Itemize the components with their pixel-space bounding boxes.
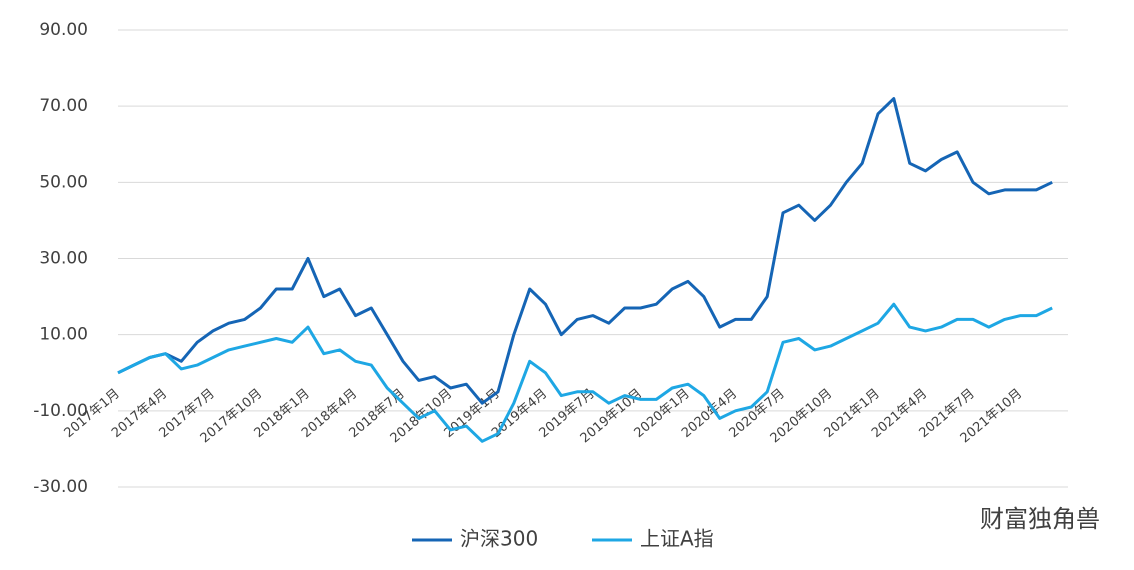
legend-label: 沪深300 [460,527,538,551]
y-tick-label: 50.00 [39,172,88,192]
y-tick-label: -10.00 [33,401,88,421]
y-tick-label: 30.00 [39,249,88,269]
legend-label: 上证A指 [640,527,714,551]
y-tick-label: 10.00 [39,325,88,345]
y-tick-label: -30.00 [33,477,88,497]
y-tick-label: 90.00 [39,20,88,40]
y-tick-label: 70.00 [39,96,88,116]
line-series [117,97,1053,405]
watermark: 财富独角兽 [980,505,1100,533]
line-series [117,302,1053,443]
